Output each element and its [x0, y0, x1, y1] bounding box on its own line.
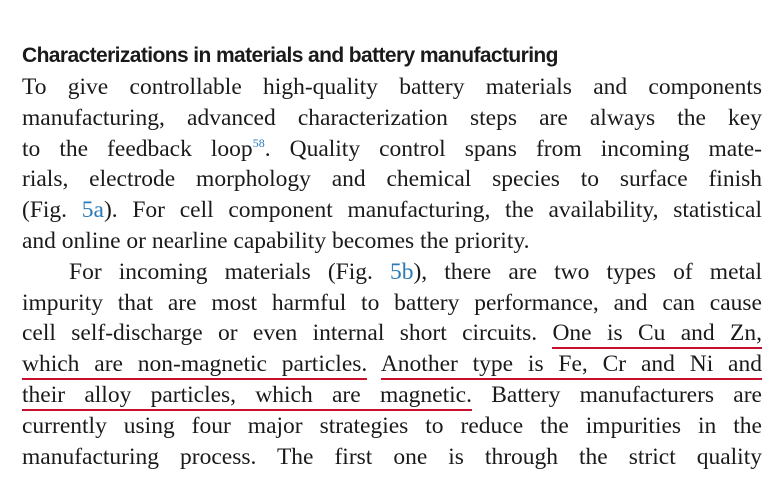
text-segment: to the feedback loop	[22, 135, 253, 162]
underlined-text: Another type is Fe, Cr and Ni and	[380, 351, 762, 381]
text-line: their alloy particles, which are magneti…	[22, 380, 762, 411]
text-line: manufacturing process. The first one is …	[22, 442, 762, 473]
text-line: For incoming materials (Fig. 5b), there …	[22, 257, 762, 288]
text-segment: For incoming materials (Fig.	[69, 258, 390, 285]
text-segment: . Quality control spans from incoming ma…	[264, 135, 762, 162]
section-heading: Characterizations in materials and batte…	[22, 44, 558, 67]
figure-link[interactable]: 5a	[81, 197, 104, 224]
text-line: impurity that are most harmful to batter…	[22, 288, 762, 319]
text-segment: impurity that are most harmful to batter…	[22, 289, 762, 316]
text-segment: and online or nearline capability become…	[22, 227, 530, 254]
text-line: and online or nearline capability become…	[22, 226, 762, 257]
text-line: manufacturing, advanced characterization…	[22, 103, 762, 134]
text-line: to the feedback loop58. Quality control …	[22, 134, 762, 165]
text-segment: (Fig.	[22, 197, 82, 224]
text-segment: To give controllable high-quality batter…	[22, 74, 762, 100]
text-segment	[367, 351, 381, 377]
text-segment: ), there are two types of metal	[413, 258, 763, 285]
text-segment: currently using four major strategies to…	[22, 412, 762, 439]
text-segment: manufacturing process. The first one is …	[22, 443, 762, 470]
figure-link[interactable]: 5b	[389, 258, 414, 285]
document-body: Characterizations in materials and batte…	[22, 40, 762, 472]
text-line: currently using four major strategies to…	[22, 411, 762, 442]
text-segment: ). For cell component manufacturing, the…	[103, 197, 762, 224]
text-segment: manufacturing, advanced characterization…	[22, 104, 762, 131]
reference-link[interactable]: 58	[252, 135, 265, 150]
text-line: cell self-discharge or even internal sho…	[22, 318, 762, 350]
underlined-text: their alloy particles, which are magneti…	[22, 381, 472, 411]
text-line: which are non-magnetic particles. Anothe…	[22, 349, 762, 381]
underlined-text: One is Cu and Zn,	[552, 320, 762, 350]
text-segment: Battery manufacturers are	[471, 381, 762, 408]
text-segment: cell self-discharge or even internal sho…	[22, 320, 553, 347]
underlined-text: which are non-magnetic particles.	[22, 351, 368, 381]
paragraph: For incoming materials (Fig. 5b), there …	[22, 257, 762, 473]
text-segment: rials, electrode morphology and chemical…	[22, 166, 762, 193]
paragraph: To give controllable high-quality batter…	[22, 72, 762, 257]
text-line: To give controllable high-quality batter…	[22, 72, 762, 103]
text-line: rials, electrode morphology and chemical…	[22, 164, 762, 195]
text-line: (Fig. 5a). For cell component manufactur…	[22, 195, 762, 226]
